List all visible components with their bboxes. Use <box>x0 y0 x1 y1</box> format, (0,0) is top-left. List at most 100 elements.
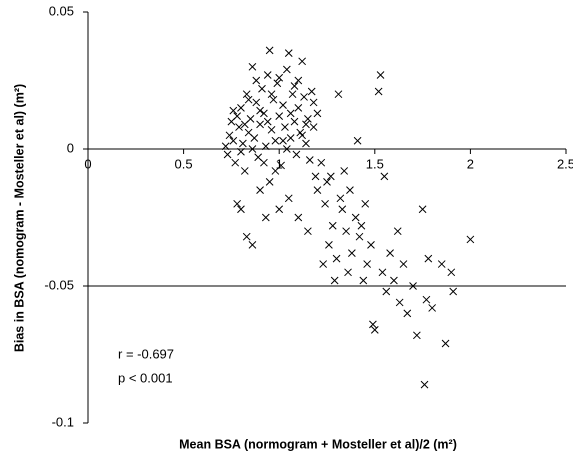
point-stroke <box>309 123 318 131</box>
point-stroke <box>256 120 264 129</box>
y-tick-label: -0.05 <box>44 277 74 292</box>
point <box>386 249 394 257</box>
point-stroke <box>275 112 284 120</box>
point <box>302 139 310 148</box>
point-stroke <box>298 131 306 140</box>
point <box>342 227 350 236</box>
point <box>353 136 362 145</box>
point-stroke <box>367 241 375 249</box>
point <box>248 62 257 71</box>
point <box>261 213 270 222</box>
point <box>309 123 318 131</box>
point <box>275 205 284 214</box>
point <box>380 172 389 181</box>
point-stroke <box>282 65 291 74</box>
point-stroke <box>294 213 303 222</box>
point <box>284 49 293 57</box>
point-stroke <box>378 268 387 277</box>
point <box>298 57 306 66</box>
point <box>328 221 337 230</box>
point <box>256 120 264 129</box>
point-stroke <box>332 254 341 263</box>
point <box>284 194 293 203</box>
point <box>286 109 295 118</box>
point <box>336 194 345 203</box>
point <box>334 90 343 99</box>
point <box>290 117 299 126</box>
x-tick-label: 0.5 <box>175 156 193 171</box>
point <box>449 287 458 296</box>
point-stroke <box>418 205 427 214</box>
point <box>399 260 408 268</box>
point <box>409 282 417 290</box>
point-stroke <box>313 109 322 118</box>
point-stroke <box>248 145 257 153</box>
point <box>344 268 352 277</box>
point-stroke <box>294 104 303 112</box>
point <box>240 120 249 129</box>
point-stroke <box>307 87 316 96</box>
point <box>369 320 377 329</box>
point-stroke <box>284 49 293 57</box>
point <box>357 221 366 230</box>
point <box>367 241 375 249</box>
x-tick-label: 0 <box>84 156 91 171</box>
point-stroke <box>399 260 408 268</box>
point-stroke <box>386 249 394 257</box>
point-stroke <box>359 276 368 285</box>
point <box>260 109 268 118</box>
point-stroke <box>263 117 272 126</box>
point <box>413 331 421 340</box>
point <box>294 213 303 222</box>
point <box>330 276 339 285</box>
point <box>304 227 312 236</box>
point <box>359 276 368 285</box>
point-stroke <box>336 194 345 203</box>
point-stroke <box>382 287 391 296</box>
point <box>340 167 349 175</box>
point <box>305 156 314 164</box>
point <box>363 260 372 268</box>
point <box>237 205 245 214</box>
point <box>231 158 240 167</box>
point-stroke <box>466 235 475 244</box>
point-stroke <box>237 205 245 214</box>
point <box>325 241 333 249</box>
point-stroke <box>261 142 270 151</box>
point-stroke <box>250 134 259 142</box>
point-stroke <box>447 268 456 277</box>
point-stroke <box>258 84 266 93</box>
point <box>271 136 280 145</box>
point-stroke <box>244 128 253 137</box>
point <box>376 71 385 79</box>
y-tick-label: 0 <box>67 140 74 155</box>
point-stroke <box>237 147 245 156</box>
point <box>355 232 364 241</box>
point <box>323 178 331 186</box>
point-stroke <box>286 109 295 118</box>
point-stroke <box>317 158 326 167</box>
point-stroke <box>275 205 284 214</box>
point <box>282 145 291 153</box>
point-stroke <box>403 309 412 318</box>
point <box>378 268 387 277</box>
point <box>321 199 329 208</box>
point-stroke <box>353 136 362 145</box>
point-stroke <box>420 380 429 389</box>
point-stroke <box>319 260 328 268</box>
point <box>263 71 272 79</box>
point-stroke <box>342 227 350 236</box>
point <box>437 260 446 268</box>
point-stroke <box>395 298 404 307</box>
point-stroke <box>369 320 377 329</box>
point <box>420 380 429 389</box>
point-stroke <box>229 106 238 115</box>
point-stroke <box>361 199 370 208</box>
x-tick-label: 2.5 <box>557 156 573 171</box>
point-stroke <box>290 117 299 126</box>
point <box>256 106 264 115</box>
point-stroke <box>413 331 421 340</box>
point <box>265 178 274 186</box>
point <box>290 82 299 90</box>
point <box>298 131 306 140</box>
